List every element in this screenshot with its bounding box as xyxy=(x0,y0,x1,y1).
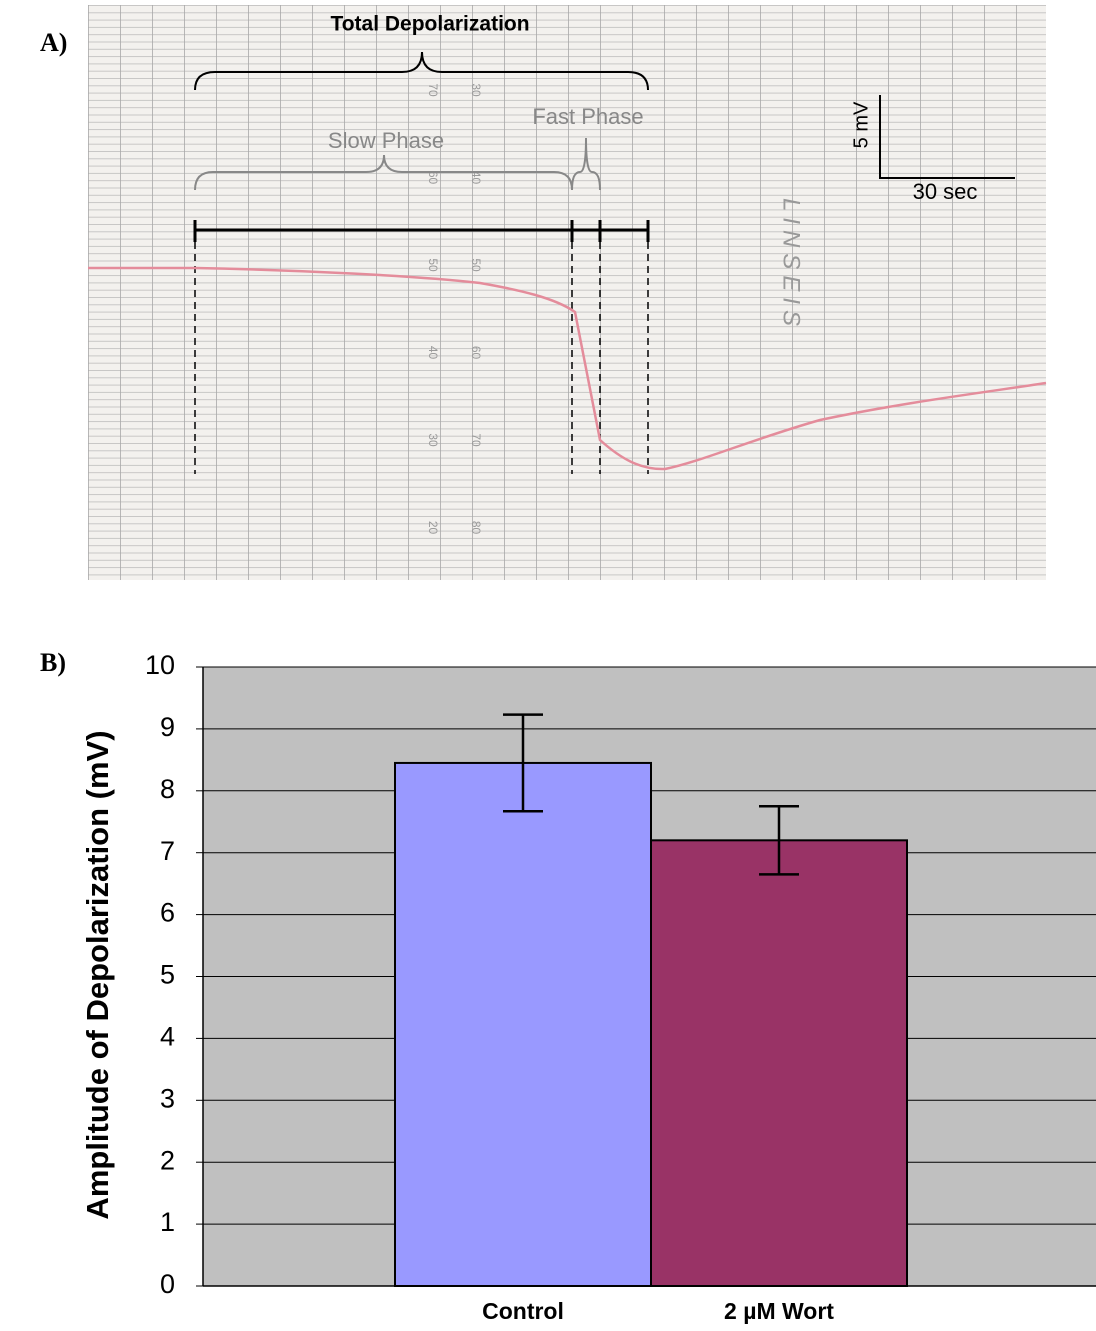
y-tick-label: 7 xyxy=(160,836,175,866)
y-tick-label: 10 xyxy=(145,650,175,680)
figure: A) Total Depolarization 7030604050504060… xyxy=(0,0,1096,1331)
paper-number: 50 xyxy=(426,258,440,272)
paper-number: 20 xyxy=(426,521,440,535)
y-tick-label: 6 xyxy=(160,898,175,928)
x-tick-label: 2 µM Wort xyxy=(724,1298,834,1324)
panel-label: B) xyxy=(40,648,66,677)
paper-number: 80 xyxy=(469,521,483,535)
y-tick-label: 9 xyxy=(160,712,175,742)
paper-number: 70 xyxy=(469,433,483,447)
y-tick-label: 3 xyxy=(160,1083,175,1113)
scale-x-label: 30 sec xyxy=(913,179,978,204)
y-tick-label: 2 xyxy=(160,1145,175,1175)
paper-number: 30 xyxy=(426,433,440,447)
brand: LINSEIS xyxy=(778,198,805,332)
panel-label: A) xyxy=(40,28,67,57)
bar xyxy=(395,763,651,1286)
slow-phase-label: Slow Phase xyxy=(328,128,444,153)
panel-b: B) Amplitude of Depolarization (mV) 0 1 2 3… xyxy=(40,648,1096,1324)
paper-number: 70 xyxy=(426,83,440,97)
scale-y-label: 5 mV xyxy=(850,101,872,148)
y-axis-label: Amplitude of Depolarization (mV) xyxy=(80,730,115,1219)
x-tick-label: Control xyxy=(482,1298,564,1324)
chart-paper xyxy=(88,5,1046,580)
title: Total Depolarization xyxy=(330,13,529,36)
y-tick-label: 1 xyxy=(160,1207,175,1237)
y-tick-label: 8 xyxy=(160,774,175,804)
y-tick-label: 5 xyxy=(160,960,175,990)
paper-number: 50 xyxy=(469,258,483,272)
y-tick-label: 4 xyxy=(160,1022,175,1052)
bar xyxy=(651,840,907,1286)
paper-number: 60 xyxy=(469,346,483,360)
paper-number: 40 xyxy=(426,346,440,360)
y-tick-label: 0 xyxy=(160,1269,175,1299)
fast-phase-label: Fast Phase xyxy=(532,104,643,129)
paper-number: 30 xyxy=(469,83,483,97)
